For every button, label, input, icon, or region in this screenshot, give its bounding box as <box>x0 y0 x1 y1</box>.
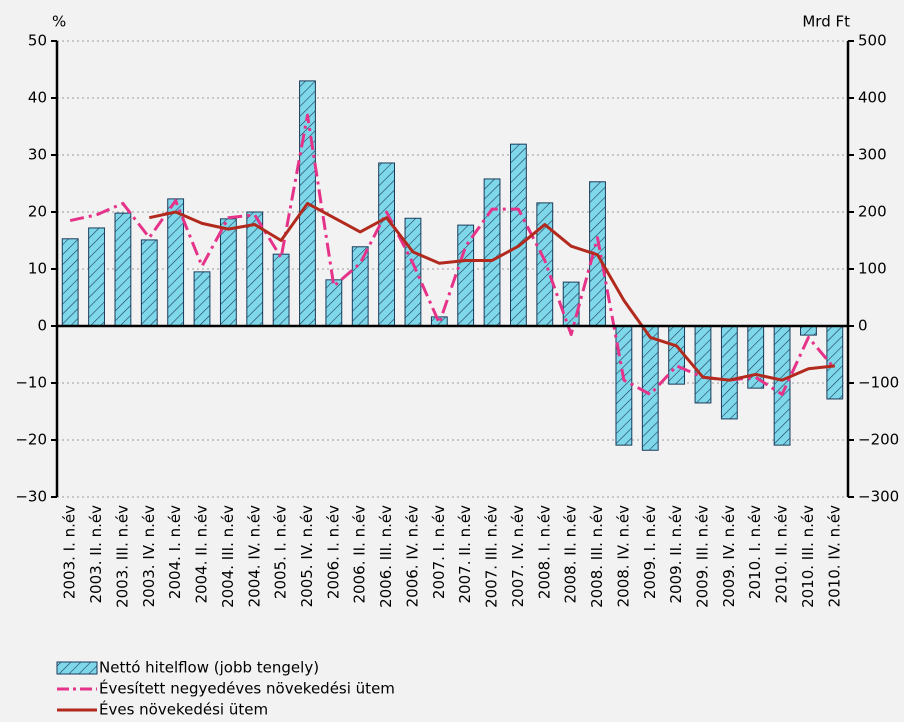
y2-tick-label: 300 <box>858 146 887 164</box>
y-axis-label: % <box>52 13 66 31</box>
y-tick-label: −20 <box>15 431 47 449</box>
bar <box>773 325 791 446</box>
bar <box>219 218 237 327</box>
bar <box>430 316 448 327</box>
x-tick-label: 2006. III. n.év <box>377 505 395 608</box>
y-tick-label: 20 <box>28 203 47 221</box>
bar <box>351 246 369 327</box>
y-tick-label: −10 <box>15 374 47 392</box>
x-tick-label: 2004. III. n.év <box>219 505 237 608</box>
x-tick-label: 2007. III. n.év <box>483 505 501 608</box>
x-tick-label: 2010. II. n.év <box>773 505 791 604</box>
x-tick-label: 2008. I. n.év <box>535 505 553 599</box>
x-tick-label: 2010. III. n.év <box>799 505 817 608</box>
x-tick-label: 2005. IV. n.év <box>298 505 316 608</box>
bar <box>272 253 290 327</box>
legend-swatch <box>56 661 98 675</box>
bar <box>483 178 501 327</box>
x-tick-label: 2009. II. n.év <box>667 505 685 604</box>
bar <box>193 271 211 327</box>
x-tick-label: 2004. IV. n.év <box>245 505 263 608</box>
x-tick-label: 2007. II. n.év <box>456 505 474 604</box>
x-tick-label: 2010. IV. n.év <box>825 505 843 608</box>
y-tick-label: 30 <box>28 146 47 164</box>
x-tick-label: 2007. IV. n.év <box>509 505 527 608</box>
x-tick-label: 2003. III. n.év <box>113 505 131 608</box>
bar <box>668 325 686 385</box>
y-tick-label: 40 <box>28 89 47 107</box>
x-tick-label: 2006. IV. n.év <box>403 505 421 608</box>
bar <box>510 143 527 327</box>
bar <box>826 325 844 400</box>
y-tick-label: 50 <box>28 32 47 50</box>
bar <box>404 217 422 327</box>
x-tick-label: 2006. II. n.év <box>351 505 369 604</box>
y-tick-label: 0 <box>37 317 47 335</box>
x-tick-label: 2004. II. n.év <box>193 505 211 604</box>
y2-tick-label: 0 <box>858 317 868 335</box>
legend-label: Éves növekedési ütem <box>99 700 268 719</box>
bar <box>800 325 817 336</box>
y2-axis-label: Mrd Ft <box>802 13 850 31</box>
y2-tick-label: 200 <box>858 203 887 221</box>
x-tick-label: 2008. II. n.év <box>562 505 580 604</box>
x-tick-label: 2004. I. n.év <box>166 505 184 599</box>
bar <box>114 212 132 327</box>
y2-tick-label: 500 <box>858 32 887 50</box>
x-tick-label: 2003. II. n.év <box>87 505 105 604</box>
x-tick-label: 2008. III. n.év <box>588 505 606 608</box>
x-tick-label: 2010. I. n.év <box>746 505 764 599</box>
x-tick-label: 2009. I. n.év <box>641 505 659 599</box>
x-tick-label: 2008. IV. n.év <box>614 505 632 608</box>
bar <box>641 325 659 451</box>
x-tick-label: 2003. IV. n.év <box>140 505 158 608</box>
y-tick-label: 10 <box>28 260 47 278</box>
y-tick-label: −30 <box>15 488 47 506</box>
bar <box>536 202 554 327</box>
bar <box>88 227 105 327</box>
y2-tick-label: −100 <box>858 374 899 392</box>
legend-label: Nettó hitelflow (jobb tengely) <box>99 659 319 677</box>
y2-tick-label: 100 <box>858 260 887 278</box>
x-tick-label: 2009. IV. n.év <box>720 505 738 608</box>
bar <box>140 239 158 327</box>
y2-tick-label: 400 <box>858 89 887 107</box>
bar <box>325 279 343 327</box>
x-tick-label: 2005. I. n.év <box>272 505 290 599</box>
line <box>148 201 835 382</box>
bar <box>720 325 738 420</box>
bar <box>61 238 79 327</box>
x-tick-label: 2006. I. n.év <box>324 505 342 599</box>
bar <box>378 162 395 327</box>
y2-tick-label: −200 <box>858 431 899 449</box>
y2-tick-label: −300 <box>858 488 899 506</box>
x-tick-label: 2007. I. n.év <box>430 505 448 599</box>
x-tick-label: 2009. III. n.év <box>693 505 711 608</box>
bar <box>694 325 712 404</box>
legend-label: Évesített negyedéves növekedési ütem <box>99 679 395 698</box>
bar <box>457 224 475 327</box>
x-tick-label: 2003. I. n.év <box>61 505 79 599</box>
